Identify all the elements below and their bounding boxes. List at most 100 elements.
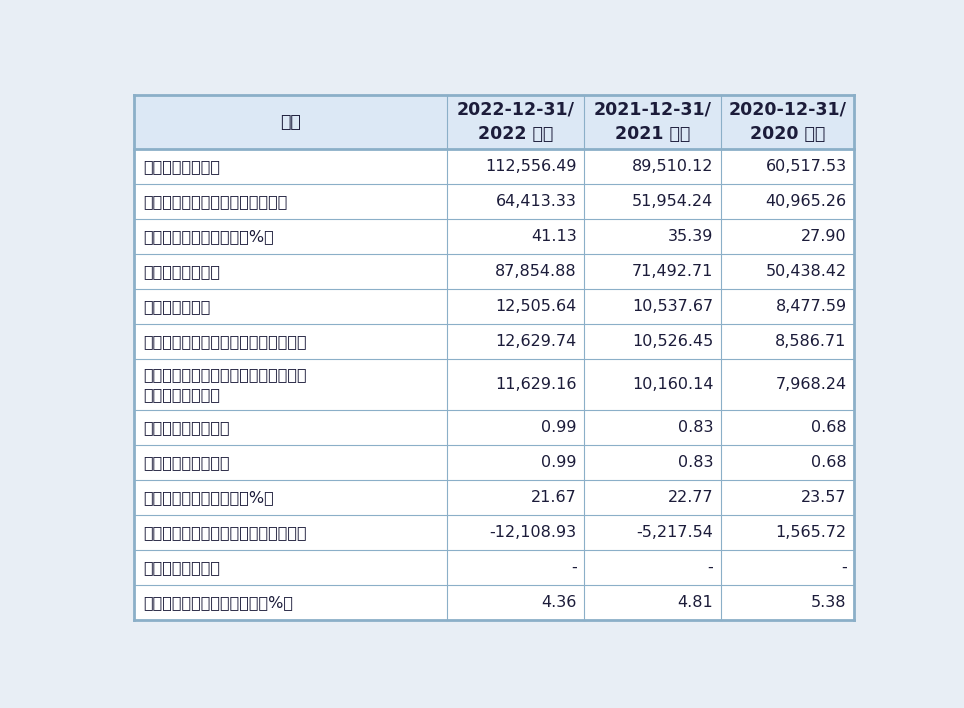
- Text: 10,526.45: 10,526.45: [632, 334, 713, 349]
- Text: 87,854.88: 87,854.88: [495, 264, 576, 279]
- Text: 4.36: 4.36: [541, 595, 576, 610]
- Bar: [447, 324, 584, 359]
- Bar: [584, 254, 721, 290]
- Text: 基本每股收益（元）: 基本每股收益（元）: [144, 420, 230, 435]
- Text: 2021-12-31/
2021 年度: 2021-12-31/ 2021 年度: [594, 101, 711, 144]
- Bar: [721, 254, 854, 290]
- Text: 1,565.72: 1,565.72: [776, 525, 846, 540]
- Text: 23.57: 23.57: [801, 490, 846, 506]
- Text: 资产负债率（母公司）（%）: 资产负债率（母公司）（%）: [144, 229, 275, 244]
- Bar: [134, 359, 447, 410]
- Text: 0.99: 0.99: [541, 455, 576, 470]
- Bar: [134, 515, 447, 550]
- Bar: [134, 586, 447, 620]
- Text: 35.39: 35.39: [668, 229, 713, 244]
- Text: 现金分红（万元）: 现金分红（万元）: [144, 560, 221, 576]
- Bar: [584, 550, 721, 586]
- Bar: [584, 410, 721, 445]
- Bar: [584, 184, 721, 219]
- Text: 项目: 项目: [281, 113, 301, 131]
- Text: 51,954.24: 51,954.24: [632, 194, 713, 209]
- Text: 10,537.67: 10,537.67: [632, 299, 713, 314]
- Text: -: -: [571, 560, 576, 576]
- Text: -: -: [841, 560, 846, 576]
- Text: 归属于母公司所有者的净利润（万元）: 归属于母公司所有者的净利润（万元）: [144, 334, 308, 349]
- Bar: [721, 95, 854, 149]
- Bar: [447, 184, 584, 219]
- Bar: [447, 480, 584, 515]
- Bar: [584, 290, 721, 324]
- Bar: [584, 149, 721, 184]
- Bar: [134, 254, 447, 290]
- Text: 64,413.33: 64,413.33: [495, 194, 576, 209]
- Text: 0.83: 0.83: [678, 420, 713, 435]
- Text: 加权平均净资产收益率（%）: 加权平均净资产收益率（%）: [144, 490, 275, 506]
- Text: 7,968.24: 7,968.24: [776, 377, 846, 392]
- Text: 0.68: 0.68: [811, 420, 846, 435]
- Bar: [584, 515, 721, 550]
- Bar: [584, 359, 721, 410]
- Bar: [134, 290, 447, 324]
- Bar: [584, 95, 721, 149]
- Text: 0.68: 0.68: [811, 455, 846, 470]
- Text: 22.77: 22.77: [668, 490, 713, 506]
- Bar: [447, 95, 584, 149]
- Text: 扣除非经常损益后归属于母公司所有者
的净利润（万元）: 扣除非经常损益后归属于母公司所有者 的净利润（万元）: [144, 367, 308, 402]
- Text: 0.83: 0.83: [678, 455, 713, 470]
- Text: 8,477.59: 8,477.59: [776, 299, 846, 314]
- Text: 11,629.16: 11,629.16: [495, 377, 576, 392]
- Text: 资产总额（万元）: 资产总额（万元）: [144, 159, 221, 174]
- Text: 稀释每股收益（元）: 稀释每股收益（元）: [144, 455, 230, 470]
- Bar: [721, 149, 854, 184]
- Bar: [447, 515, 584, 550]
- Text: 2022-12-31/
2022 年度: 2022-12-31/ 2022 年度: [457, 101, 575, 144]
- Bar: [721, 480, 854, 515]
- Text: -5,217.54: -5,217.54: [636, 525, 713, 540]
- Bar: [447, 149, 584, 184]
- Bar: [134, 184, 447, 219]
- Text: 41.13: 41.13: [531, 229, 576, 244]
- Bar: [134, 324, 447, 359]
- Bar: [721, 410, 854, 445]
- Bar: [721, 290, 854, 324]
- Text: 40,965.26: 40,965.26: [765, 194, 846, 209]
- Text: 4.81: 4.81: [678, 595, 713, 610]
- Bar: [447, 359, 584, 410]
- Text: 营业收入（万元）: 营业收入（万元）: [144, 264, 221, 279]
- Bar: [134, 149, 447, 184]
- Bar: [447, 410, 584, 445]
- Text: 10,160.14: 10,160.14: [632, 377, 713, 392]
- Bar: [134, 480, 447, 515]
- Bar: [721, 586, 854, 620]
- Text: 2020-12-31/
2020 年度: 2020-12-31/ 2020 年度: [729, 101, 846, 144]
- Bar: [134, 550, 447, 586]
- Text: 5.38: 5.38: [811, 595, 846, 610]
- Bar: [721, 184, 854, 219]
- Bar: [721, 445, 854, 480]
- Bar: [447, 550, 584, 586]
- Bar: [721, 359, 854, 410]
- Text: 27.90: 27.90: [801, 229, 846, 244]
- Bar: [447, 290, 584, 324]
- Bar: [584, 445, 721, 480]
- Bar: [447, 219, 584, 254]
- Text: -12,108.93: -12,108.93: [490, 525, 576, 540]
- Bar: [721, 324, 854, 359]
- Bar: [134, 445, 447, 480]
- Text: 归属于母公司所有者权益（万元）: 归属于母公司所有者权益（万元）: [144, 194, 288, 209]
- Bar: [134, 410, 447, 445]
- Bar: [584, 324, 721, 359]
- Text: 50,438.42: 50,438.42: [765, 264, 846, 279]
- Text: 71,492.71: 71,492.71: [632, 264, 713, 279]
- Text: -: -: [708, 560, 713, 576]
- Text: 0.99: 0.99: [541, 420, 576, 435]
- Bar: [721, 219, 854, 254]
- Text: 研发投入占营业收入的比例（%）: 研发投入占营业收入的比例（%）: [144, 595, 294, 610]
- Text: 89,510.12: 89,510.12: [632, 159, 713, 174]
- Bar: [134, 219, 447, 254]
- Bar: [584, 586, 721, 620]
- Bar: [584, 219, 721, 254]
- Bar: [584, 480, 721, 515]
- Bar: [447, 254, 584, 290]
- Bar: [721, 515, 854, 550]
